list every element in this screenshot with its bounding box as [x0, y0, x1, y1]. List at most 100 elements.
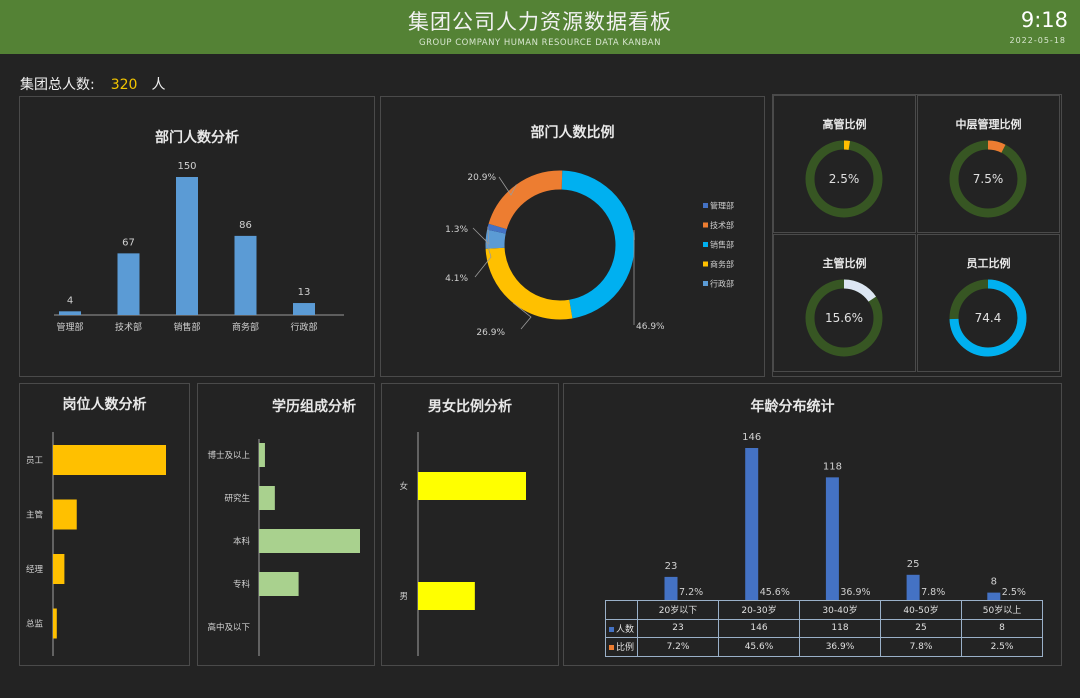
- bar: [259, 443, 265, 467]
- age-table-header: 50岁以上: [961, 600, 1043, 620]
- data-label: 13: [298, 287, 311, 298]
- y-tick-label: 男: [399, 592, 408, 602]
- age-table-cell: 7.2%: [637, 637, 719, 657]
- ring-value-label: 15.6%: [825, 311, 863, 325]
- legend-swatch: [703, 203, 708, 208]
- bar: [906, 574, 920, 601]
- ratio-ring-title: 主管比例: [822, 257, 867, 270]
- total-label: 集团总人数:: [20, 77, 95, 93]
- gender-bar-chart: 女男: [399, 432, 526, 656]
- legend-label: 商务部: [710, 259, 734, 269]
- dept-pie-panel: 部门人数比例 46.9% 26.9% 4.1% 1.3% 20.9% 管理部 技术部 销售部商…: [380, 96, 765, 377]
- education-bar-panel: 学历组成分析 博士及以上 研究生 本科 专科 高中及以下: [197, 383, 375, 666]
- slice-label: 26.9%: [476, 328, 505, 338]
- clock-date: 2022-05-18: [1009, 36, 1066, 45]
- legend-label: 技术部: [710, 220, 734, 230]
- bar: [259, 529, 360, 553]
- ratio-label: 7.2%: [679, 587, 703, 598]
- ring-value-label: 2.5%: [829, 172, 860, 186]
- age-chart-title: 年龄分布统计: [750, 399, 835, 415]
- ratio-ring-cell: 中层管理比例 7.5%: [917, 95, 1060, 233]
- ratio-ring-chart: 2.5%: [805, 140, 883, 218]
- data-label: 86: [239, 220, 252, 231]
- ratio-ring-title: 中层管理比例: [955, 118, 1022, 131]
- clock-time: 9:18: [1020, 8, 1068, 32]
- bar: [293, 303, 315, 315]
- y-tick-label: 员工: [26, 456, 44, 466]
- legend-swatch: [703, 281, 708, 286]
- ring-value-arc: [805, 140, 883, 218]
- bar: [418, 582, 475, 610]
- age-table-cell: 23: [637, 618, 719, 638]
- slice-label: 46.9%: [636, 322, 665, 332]
- legend-label: 行政部: [710, 279, 734, 289]
- data-label: 150: [177, 161, 196, 172]
- y-tick-label: 经理: [26, 564, 44, 575]
- data-label: 118: [823, 461, 842, 472]
- ring-value-arc: [949, 279, 1027, 357]
- leader-line: [513, 302, 532, 330]
- bar: [117, 253, 140, 315]
- ratio-ring-chart: 7.5%: [949, 140, 1027, 218]
- age-table-header: 20岁以下: [637, 600, 719, 620]
- ring-value-arc: [805, 279, 883, 357]
- page-title: 集团公司人力资源数据看板: [408, 10, 672, 34]
- x-tick-label: 管理部: [56, 321, 83, 333]
- ratio-ring-chart: 74.4: [949, 279, 1027, 357]
- page-subtitle: GROUP COMPANY HUMAN RESOURCE DATA KANBAN: [419, 38, 661, 48]
- age-table-header: 30-40岁: [799, 600, 881, 620]
- pie-slice: [487, 223, 507, 234]
- age-table-cell: 45.6%: [718, 637, 800, 657]
- y-tick-label: 本科: [233, 536, 251, 547]
- ratio-ring-cell: 主管比例 15.6%: [773, 234, 916, 372]
- legend-label: 销售部: [710, 240, 734, 250]
- pie-slice: [488, 170, 563, 230]
- age-table-row-count: 人数 23 146 118 25 8: [605, 618, 1043, 638]
- age-table-corner: [605, 600, 638, 620]
- age-data-table: 20岁以下 20-30岁 30-40岁 40-50岁 50岁以上 人数 23 1…: [605, 600, 1043, 657]
- series-swatch: [609, 645, 614, 651]
- dept-bar-panel: 部门人数分析 4 管理部 67 技术部 150 销售部 86 商务部 13 行政部: [19, 96, 375, 377]
- gender-bar-panel: 男女比例分析 女男: [381, 383, 559, 666]
- total-value: 320: [110, 77, 138, 93]
- bar: [825, 477, 839, 601]
- bar: [53, 445, 166, 475]
- data-label: 4: [67, 295, 73, 306]
- series-swatch: [609, 626, 614, 632]
- x-tick-label: 销售部: [173, 321, 200, 333]
- ring-value-arc: [949, 140, 1027, 218]
- dept-pie-title: 部门人数比例: [530, 125, 615, 141]
- education-bar-title: 学历组成分析: [272, 399, 356, 415]
- y-tick-label: 总监: [26, 619, 44, 630]
- bar: [53, 608, 57, 639]
- legend-swatch: [703, 222, 708, 228]
- ratio-label: 36.9%: [840, 587, 870, 598]
- dept-bar-chart: 4 管理部 67 技术部 150 销售部 86 商务部 13 行政部: [54, 161, 344, 333]
- total-unit: 人: [151, 77, 166, 93]
- age-bar-chart: 23 7.2% 146 45.6% 118 36.9% 25 7.8% 8 2.5%: [664, 432, 1026, 601]
- age-table-cell: 146: [718, 618, 800, 638]
- bar: [59, 311, 81, 315]
- age-table-cell: 36.9%: [799, 637, 881, 657]
- leader-line: [498, 176, 517, 196]
- position-bar-panel: 岗位人数分析 员工 主管 经理 总监: [19, 383, 190, 666]
- ratio-ring-cell: 高管比例 2.5%: [773, 95, 916, 233]
- data-label: 8: [991, 577, 997, 588]
- ratio-ring-cell: 员工比例 74.4: [917, 234, 1060, 372]
- legend-label: 管理部: [710, 201, 734, 211]
- ratio-label: 2.5%: [1002, 587, 1026, 598]
- y-tick-label: 女: [399, 481, 408, 492]
- bar: [745, 448, 759, 601]
- x-tick-label: 行政部: [290, 321, 317, 333]
- gender-bar-title: 男女比例分析: [428, 399, 512, 415]
- data-label: 23: [665, 561, 678, 572]
- age-table-header-row: 20岁以下 20-30岁 30-40岁 40-50岁 50岁以上: [605, 600, 1043, 620]
- pie-slice: [485, 247, 573, 320]
- age-table-row-ratio: 比例 7.2% 45.6% 36.9% 7.8% 2.5%: [605, 637, 1043, 657]
- age-table-cell: 25: [880, 618, 962, 638]
- bar: [259, 486, 275, 510]
- y-tick-label: 博士及以上: [207, 450, 250, 461]
